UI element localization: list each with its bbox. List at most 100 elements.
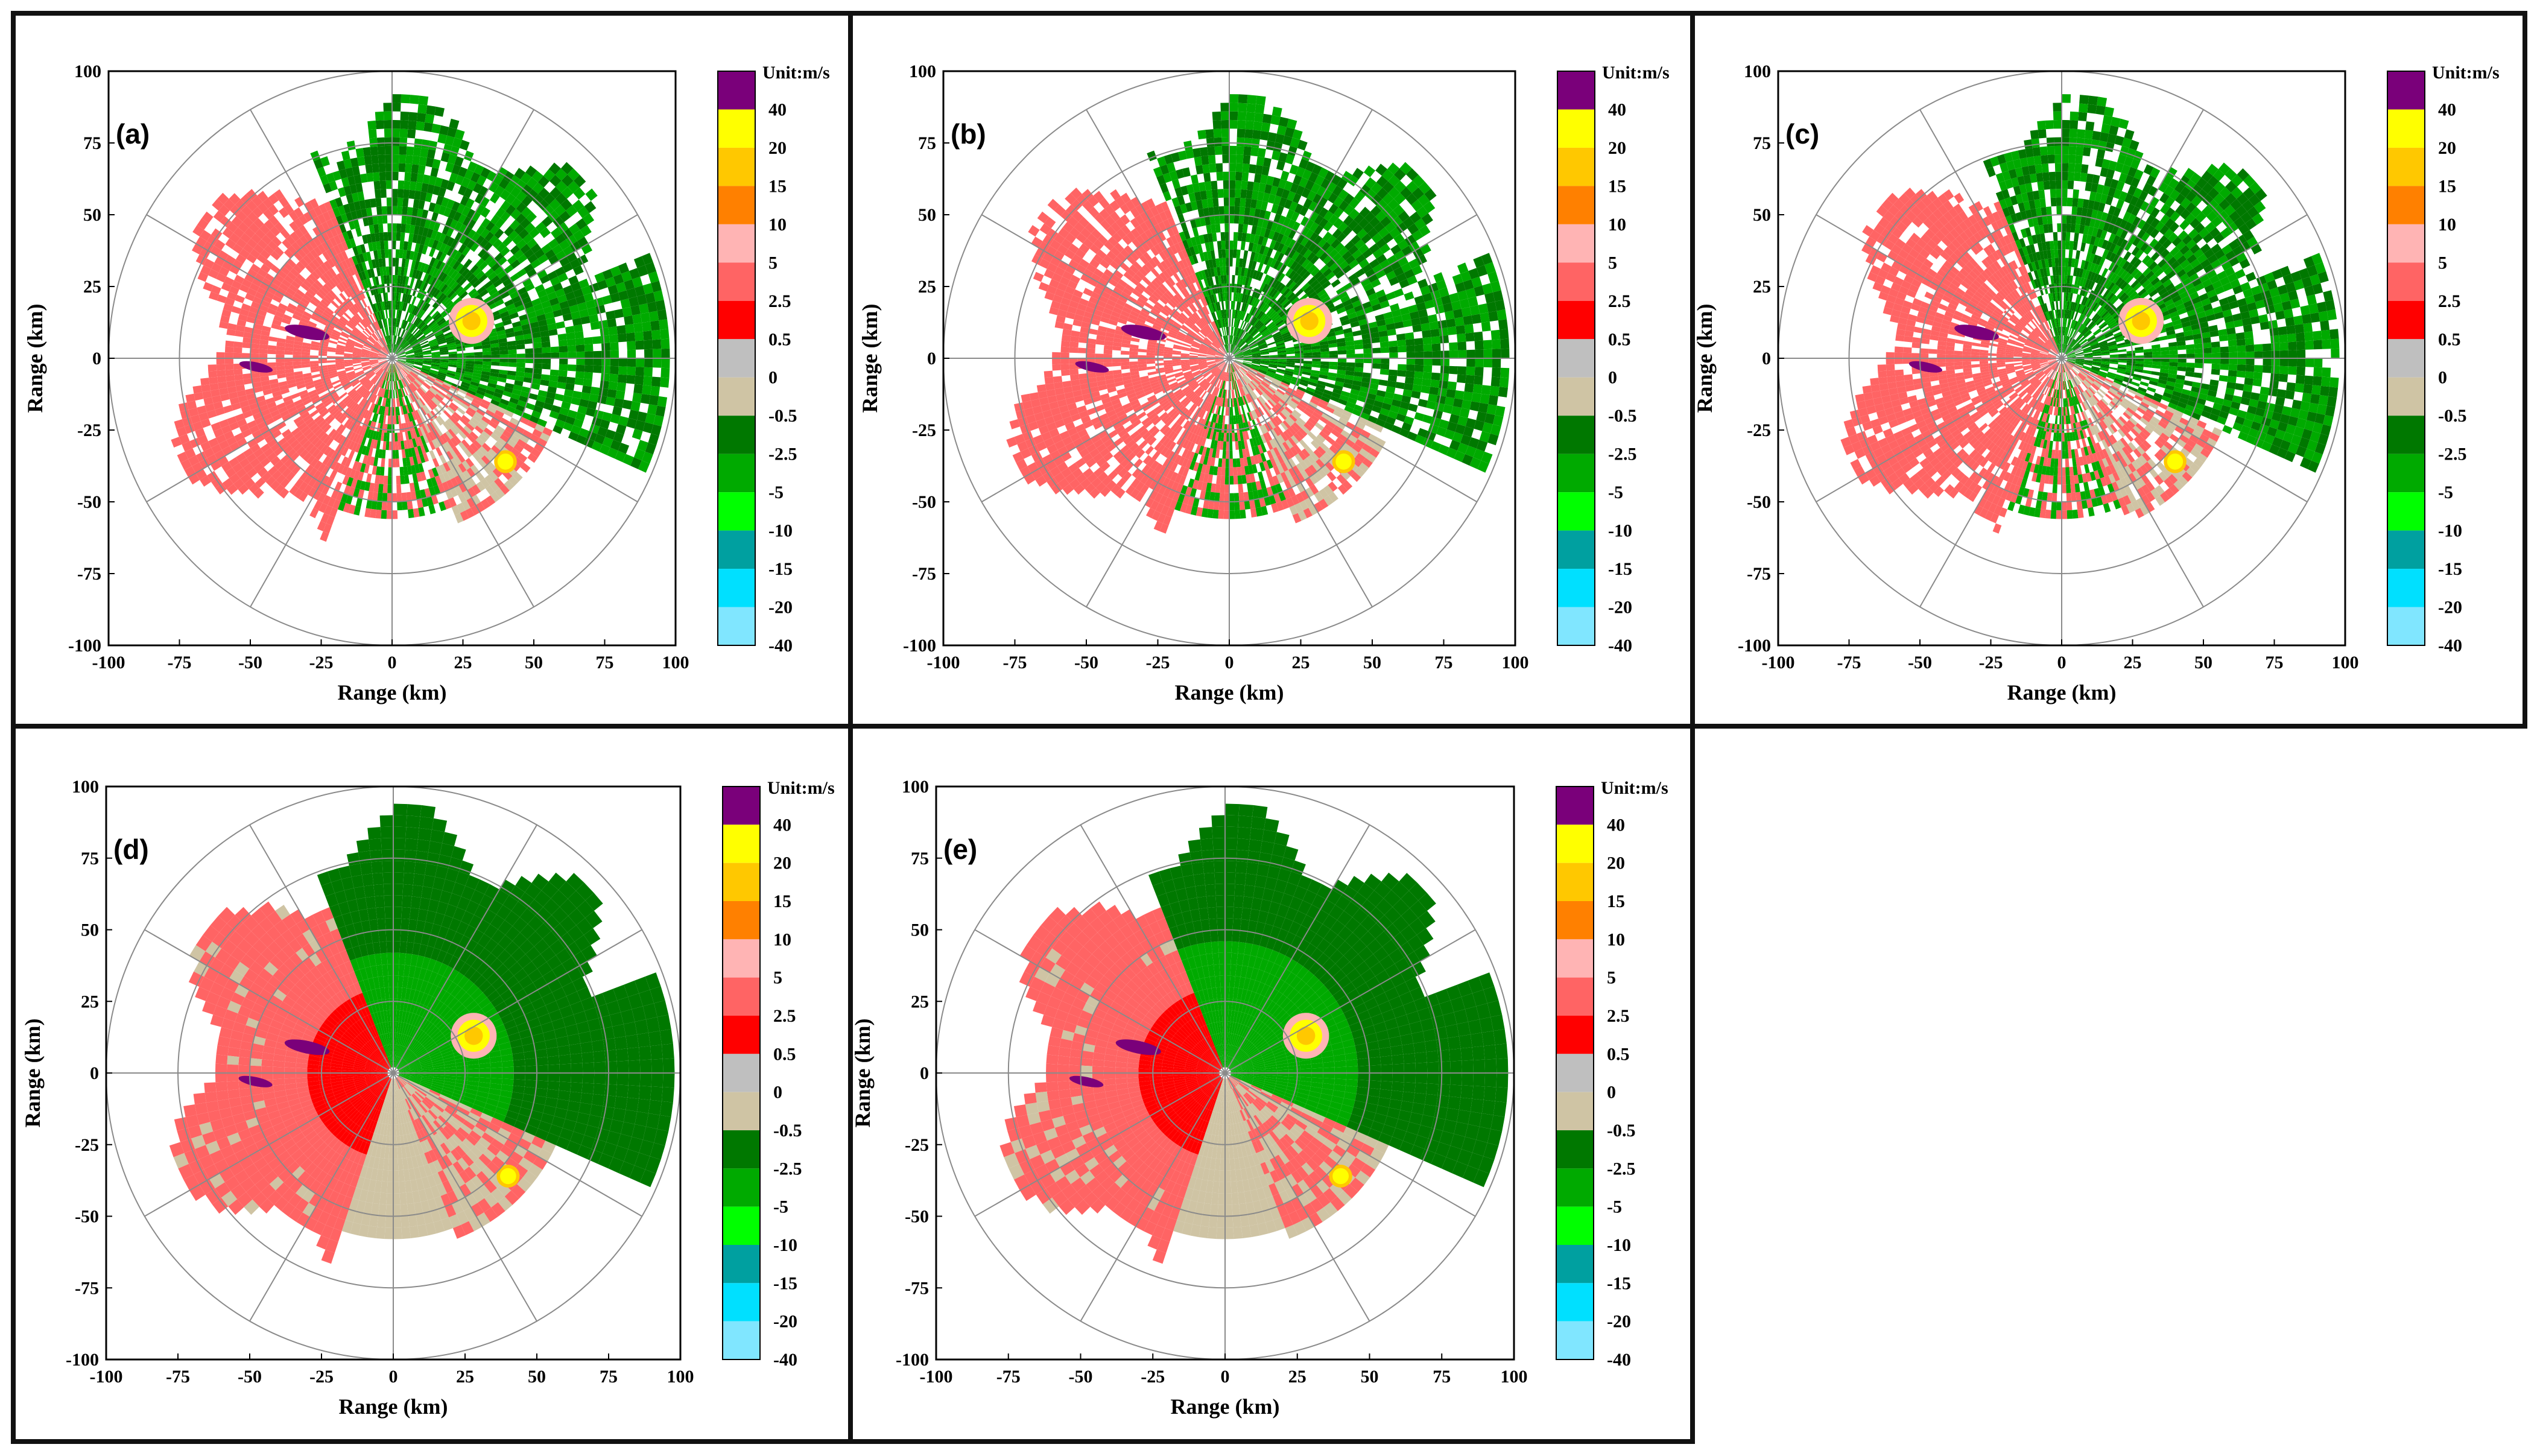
velocity-bin — [1390, 303, 1400, 312]
x-tick-label: -25 — [309, 653, 334, 673]
velocity-bin — [402, 276, 407, 285]
velocity-bin — [432, 159, 441, 169]
velocity-bin — [400, 339, 406, 347]
velocity-bin — [296, 289, 305, 297]
velocity-bin — [369, 360, 378, 362]
velocity-bin — [457, 502, 466, 513]
velocity-bin — [1287, 292, 1296, 301]
velocity-bin — [556, 180, 568, 193]
velocity-bin — [613, 308, 624, 318]
radial-spoke — [146, 358, 393, 502]
velocity-bin — [361, 361, 370, 364]
velocity-bin — [429, 422, 436, 431]
velocity-bin — [346, 297, 354, 306]
velocity-bin — [229, 265, 240, 275]
velocity-bin — [1265, 308, 1273, 316]
velocity-bin — [299, 320, 308, 327]
velocity-bin — [443, 499, 452, 510]
velocity-bin — [1282, 288, 1291, 297]
velocity-bin — [312, 448, 321, 458]
velocity-bin — [387, 206, 392, 215]
velocity-bin — [515, 404, 525, 413]
velocity-bin — [417, 280, 423, 290]
velocity-bin — [409, 314, 415, 323]
velocity-bin — [257, 286, 267, 296]
velocity-bin — [1229, 180, 1236, 189]
velocity-bin — [635, 340, 644, 350]
velocity-bin — [1423, 201, 1436, 214]
velocity-bin — [1262, 113, 1272, 124]
velocity-bin — [447, 418, 455, 427]
velocity-bin — [517, 254, 528, 264]
velocity-bin — [425, 317, 433, 324]
velocity-bin — [559, 239, 570, 250]
velocity-bin — [423, 122, 433, 132]
velocity-bin — [469, 264, 479, 274]
velocity-bin — [404, 475, 410, 484]
velocity-bin — [429, 266, 436, 276]
velocity-bin — [471, 211, 481, 222]
velocity-bin — [382, 267, 387, 276]
velocity-bin — [332, 329, 341, 335]
velocity-bin — [420, 148, 429, 158]
velocity-bin — [1278, 215, 1287, 226]
velocity-bin — [643, 376, 653, 386]
velocity-bin — [1468, 268, 1480, 280]
velocity-bin — [329, 180, 338, 191]
velocity-bin — [211, 443, 222, 454]
velocity-bin — [558, 370, 568, 377]
velocity-bin — [381, 362, 388, 369]
velocity-bin — [415, 378, 423, 385]
velocity-bin — [1351, 235, 1361, 245]
velocity-bin — [397, 337, 402, 346]
velocity-bin — [337, 160, 346, 171]
velocity-bin — [509, 175, 521, 186]
velocity-bin — [1234, 336, 1237, 345]
velocity-bin — [215, 407, 225, 416]
velocity-bin — [406, 361, 414, 363]
velocity-bin — [358, 281, 365, 290]
velocity-bin — [525, 353, 534, 358]
velocity-bin — [1440, 350, 1449, 358]
velocity-bin — [404, 377, 410, 385]
velocity-bin — [422, 245, 428, 255]
velocity-bin — [407, 313, 412, 322]
velocity-bin — [606, 310, 616, 320]
velocity-bin — [520, 462, 531, 473]
velocity-bin — [1349, 316, 1359, 324]
velocity-bin — [255, 318, 264, 326]
velocity-bin — [356, 425, 363, 435]
velocity-bin — [204, 403, 215, 413]
velocity-bin — [1363, 223, 1374, 233]
velocity-bin — [323, 446, 332, 456]
velocity-bin — [1419, 315, 1430, 324]
velocity-bin — [372, 492, 378, 501]
velocity-bin — [385, 441, 390, 451]
velocity-bin — [549, 369, 559, 376]
velocity-bin — [1199, 308, 1205, 317]
velocity-bin — [1387, 329, 1396, 336]
velocity-bin — [218, 419, 229, 428]
velocity-bin — [380, 406, 384, 415]
velocity-bin — [1210, 322, 1216, 331]
velocity-bin — [320, 156, 330, 167]
velocity-bin — [1302, 344, 1312, 348]
velocity-bin — [408, 394, 413, 403]
velocity-bin — [1238, 103, 1247, 112]
velocity-bin — [387, 223, 392, 232]
velocity-bin — [364, 279, 370, 288]
velocity-bin — [1226, 266, 1229, 275]
velocity-bin — [416, 399, 422, 408]
velocity-bin — [341, 241, 349, 251]
velocity-bin — [343, 328, 352, 334]
velocity-bin — [340, 214, 349, 224]
velocity-bin — [1182, 239, 1189, 250]
velocity-bin — [1262, 192, 1270, 203]
velocity-bin — [396, 372, 400, 381]
velocity-bin — [327, 389, 336, 396]
velocity-bin — [317, 442, 326, 451]
velocity-bin — [211, 262, 222, 273]
velocity-bin — [371, 349, 379, 353]
velocity-bin — [1412, 324, 1422, 332]
velocity-bin — [387, 416, 390, 425]
